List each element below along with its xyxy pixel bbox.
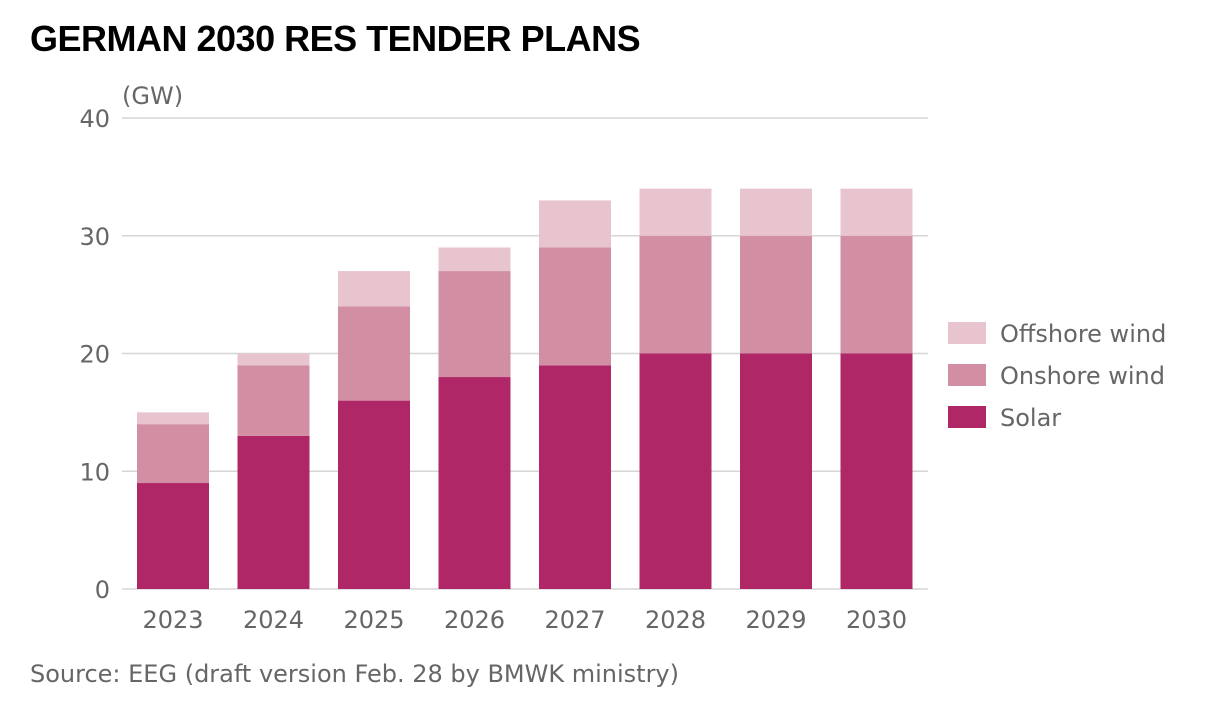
source-note: Source: EEG (draft version Feb. 28 by BM… <box>30 660 679 688</box>
x-tick-label: 2029 <box>745 606 806 634</box>
legend-swatch <box>948 322 986 344</box>
x-tick-label: 2028 <box>645 606 706 634</box>
x-tick-label: 2023 <box>142 606 203 634</box>
bar-segment-offshore-wind <box>539 200 611 248</box>
bar-segment-offshore-wind <box>639 188 712 236</box>
bar-segment-solar <box>338 400 410 589</box>
legend: Offshore wind Onshore wind Solar <box>948 320 1166 432</box>
legend-label: Onshore wind <box>1000 362 1165 390</box>
bar-segment-offshore-wind <box>740 188 812 236</box>
bar-segment-offshore-wind <box>438 247 511 272</box>
x-tick-label: 2030 <box>846 606 907 634</box>
y-axis-unit-label: (GW) <box>122 82 183 110</box>
bar-segment-offshore-wind <box>338 271 410 307</box>
bar-segment-onshore-wind <box>338 306 410 401</box>
y-tick-label: 0 <box>95 576 110 604</box>
bar-segment-offshore-wind <box>137 412 209 425</box>
legend-label: Solar <box>1000 404 1061 432</box>
legend-swatch <box>948 364 986 386</box>
bar-segment-solar <box>438 377 511 589</box>
bar-segment-solar <box>639 353 712 589</box>
legend-label: Offshore wind <box>1000 320 1166 348</box>
bar-segment-solar <box>539 365 611 589</box>
bar-segment-solar <box>137 483 209 589</box>
bar-segment-onshore-wind <box>237 365 310 436</box>
legend-swatch <box>948 406 986 428</box>
x-tick-label: 2024 <box>243 606 304 634</box>
bar-segment-solar <box>237 435 310 589</box>
bar-segment-offshore-wind <box>237 353 310 366</box>
bar-segment-solar <box>840 353 913 589</box>
bar-segment-onshore-wind <box>438 271 511 378</box>
bar-segment-offshore-wind <box>840 188 913 236</box>
y-tick-label: 20 <box>79 341 110 369</box>
bar-segment-onshore-wind <box>539 247 611 366</box>
bar-segment-onshore-wind <box>137 424 209 484</box>
x-tick-label: 2025 <box>343 606 404 634</box>
x-tick-label: 2027 <box>544 606 605 634</box>
y-tick-label: 30 <box>79 223 110 251</box>
bar-segment-solar <box>740 353 812 589</box>
bar-segment-onshore-wind <box>639 235 712 354</box>
x-tick-label: 2026 <box>444 606 505 634</box>
chart-title: GERMAN 2030 RES TENDER PLANS <box>30 18 641 59</box>
y-tick-label: 40 <box>79 105 110 133</box>
bar-segment-onshore-wind <box>740 235 812 354</box>
y-tick-label: 10 <box>79 458 110 486</box>
bar-segment-onshore-wind <box>840 235 913 354</box>
bars <box>137 188 913 589</box>
